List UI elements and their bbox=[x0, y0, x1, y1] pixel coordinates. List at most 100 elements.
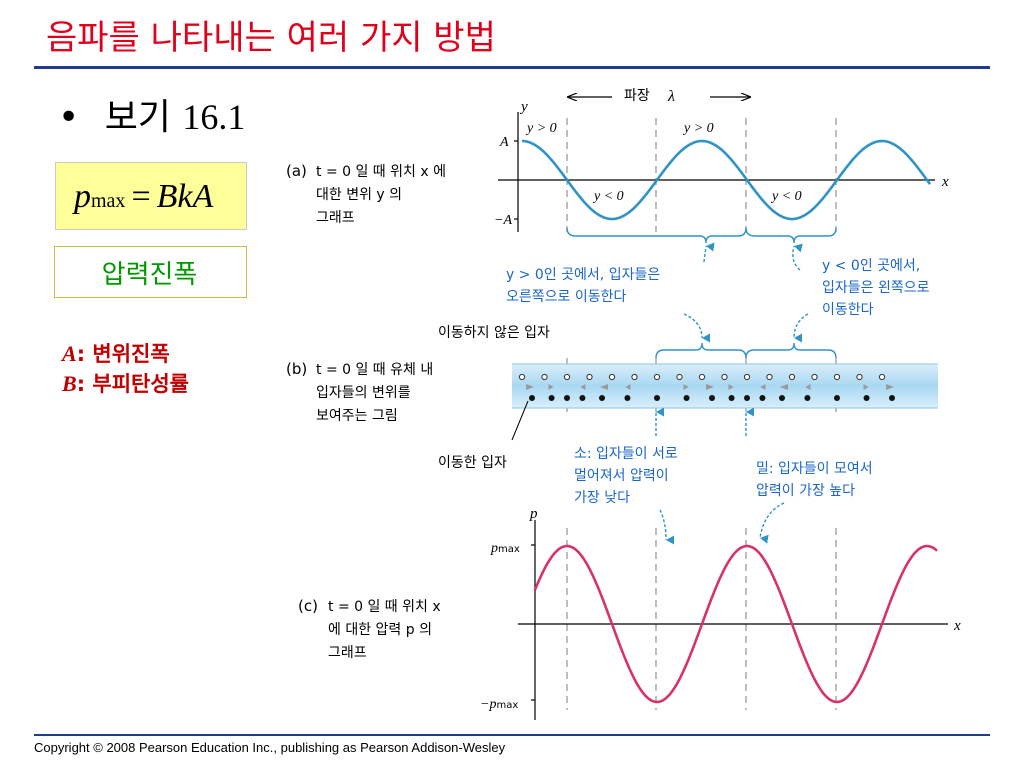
pressure-wave bbox=[533, 544, 938, 704]
panel-b-caption-1: t = 0 일 때 유체 내 bbox=[316, 362, 433, 378]
compression-line1: 밀: 입자들이 모여서 bbox=[756, 461, 873, 477]
formula-p: p bbox=[74, 178, 91, 215]
bracket-rarefaction-zone bbox=[745, 342, 837, 359]
displacement-arrow bbox=[805, 384, 811, 390]
note-left-line1: y < 0인 곳에서, bbox=[822, 258, 920, 274]
fluid-tube bbox=[512, 364, 938, 408]
displaced-particle bbox=[579, 395, 586, 401]
undisplaced-particle bbox=[653, 373, 661, 381]
pressure-amplitude-formula: pmax = BkA bbox=[74, 178, 213, 216]
displaced-particle bbox=[529, 395, 535, 401]
panel-c-caption-2: 에 대한 압력 p 의 bbox=[328, 622, 432, 638]
title-divider bbox=[34, 66, 990, 69]
displaced-particle bbox=[624, 395, 631, 401]
panel-b-caption-3: 보여주는 그림 bbox=[316, 408, 398, 424]
rarefaction-line1: 소: 입자들이 서로 bbox=[574, 446, 678, 462]
amplitude-label: 압력진폭 bbox=[101, 260, 198, 290]
undisplaced-particle bbox=[698, 373, 706, 381]
displacement-arrow bbox=[600, 384, 608, 390]
example-number: 16.1 bbox=[182, 97, 246, 137]
panel-a-y-label: y bbox=[519, 99, 528, 115]
displacement-arrow bbox=[886, 384, 894, 390]
panel-a-x-label: x bbox=[941, 174, 949, 190]
panel-b-tag: (b) bbox=[286, 360, 307, 378]
example-bullet: • 보기 16.1 bbox=[58, 88, 245, 140]
displacement-arrow bbox=[706, 384, 714, 390]
panel-c-tick-neg-pmax: −pmax bbox=[480, 697, 518, 712]
undisplaced-particle bbox=[878, 373, 886, 381]
displaced-particle bbox=[889, 395, 895, 401]
footer-divider bbox=[34, 734, 990, 736]
undisplaced-particle bbox=[788, 373, 796, 381]
displaced-particle bbox=[834, 395, 840, 401]
displacement-arrow bbox=[728, 384, 734, 390]
displaced-particle bbox=[654, 395, 660, 401]
displacement-wave bbox=[521, 139, 932, 221]
formula-box bbox=[55, 162, 247, 230]
undisplaced-particle bbox=[743, 373, 751, 381]
undisplaced-particle bbox=[811, 373, 818, 381]
displacement-arrows bbox=[526, 384, 894, 390]
rarefaction-line2: 멀어져서 압력이 bbox=[574, 468, 669, 484]
displaced-particle bbox=[804, 395, 811, 401]
formula-subscript: max bbox=[91, 190, 126, 212]
displaced-particle bbox=[779, 395, 785, 401]
displaced-particle bbox=[863, 395, 870, 401]
definition-text: 부피탄성률 bbox=[92, 372, 190, 396]
displacement-arrow bbox=[580, 384, 586, 390]
panel-a-caption-1: t = 0 일 때 위치 x 에 bbox=[316, 164, 446, 180]
panel-a-tick-neg-a: −A bbox=[494, 213, 512, 228]
copyright-notice: Copyright © 2008 Pearson Education Inc.,… bbox=[34, 740, 506, 755]
note-right-line2: 오른쪽으로 이동한다 bbox=[506, 289, 626, 305]
wavelength-label: 파장 bbox=[624, 88, 650, 104]
panel-c-caption-3: 그래프 bbox=[328, 645, 367, 661]
note-left-line3: 이동한다 bbox=[822, 302, 874, 318]
undisplaced-particle bbox=[721, 373, 728, 381]
displaced-particle bbox=[728, 395, 735, 401]
undisplaced-particle bbox=[856, 373, 863, 381]
note-left-line2: 입자들은 왼쪽으로 bbox=[822, 280, 930, 296]
wavelength-symbol: λ bbox=[667, 88, 675, 105]
definition-symbol: B bbox=[62, 371, 77, 396]
undisplaced-particle bbox=[608, 373, 616, 381]
amplitude-label-box bbox=[54, 246, 247, 298]
panel-a-caption-2: 대한 변위 y 의 bbox=[316, 187, 402, 203]
definition-a: A: 변위진폭 bbox=[62, 341, 170, 366]
displacement-arrow bbox=[683, 384, 689, 390]
bracket-negative-region bbox=[745, 227, 837, 244]
displaced-particles bbox=[529, 395, 895, 401]
displaced-particle bbox=[683, 395, 690, 401]
displacement-arrow bbox=[780, 384, 788, 390]
bullet-marker: • bbox=[58, 97, 80, 138]
note-right-line1: y > 0인 곳에서, 입자들은 bbox=[506, 267, 660, 283]
region-y-negative-2: y < 0 bbox=[770, 189, 802, 204]
undisplaced-particle bbox=[766, 373, 773, 381]
undisplaced-particle bbox=[676, 373, 683, 381]
undisplaced-particles bbox=[518, 373, 886, 381]
displacement-arrow bbox=[548, 384, 554, 390]
panel-a-caption-3: 그래프 bbox=[316, 210, 355, 226]
region-y-negative-1: y < 0 bbox=[592, 189, 624, 204]
rarefaction-line3: 가장 낮다 bbox=[574, 490, 630, 506]
displacement-arrow bbox=[863, 384, 869, 390]
displaced-particles-label: 이동한 입자 bbox=[438, 455, 507, 471]
displacement-arrow bbox=[625, 384, 631, 390]
undisplaced-particle bbox=[631, 373, 638, 381]
panel-c-tag: (c) bbox=[298, 597, 318, 615]
undisplaced-particle bbox=[563, 373, 571, 381]
definition-symbol: A bbox=[62, 341, 77, 366]
undisplaced-particle bbox=[518, 373, 526, 381]
panel-c-caption-1: t = 0 일 때 위치 x bbox=[328, 599, 441, 615]
displaced-particle bbox=[564, 395, 570, 401]
panel-c-x-label: x bbox=[953, 618, 961, 634]
displacement-arrow bbox=[760, 384, 766, 390]
undisplaced-particle bbox=[541, 373, 548, 381]
displaced-particle bbox=[548, 395, 555, 401]
region-y-positive-2: y > 0 bbox=[682, 121, 714, 136]
formula-equals: = bbox=[131, 178, 151, 215]
panel-a-tag: (a) bbox=[286, 162, 307, 180]
compression-line2: 압력이 가장 높다 bbox=[756, 483, 855, 499]
displaced-particle bbox=[709, 395, 715, 401]
panel-c-tick-pmax: pmax bbox=[490, 541, 520, 556]
